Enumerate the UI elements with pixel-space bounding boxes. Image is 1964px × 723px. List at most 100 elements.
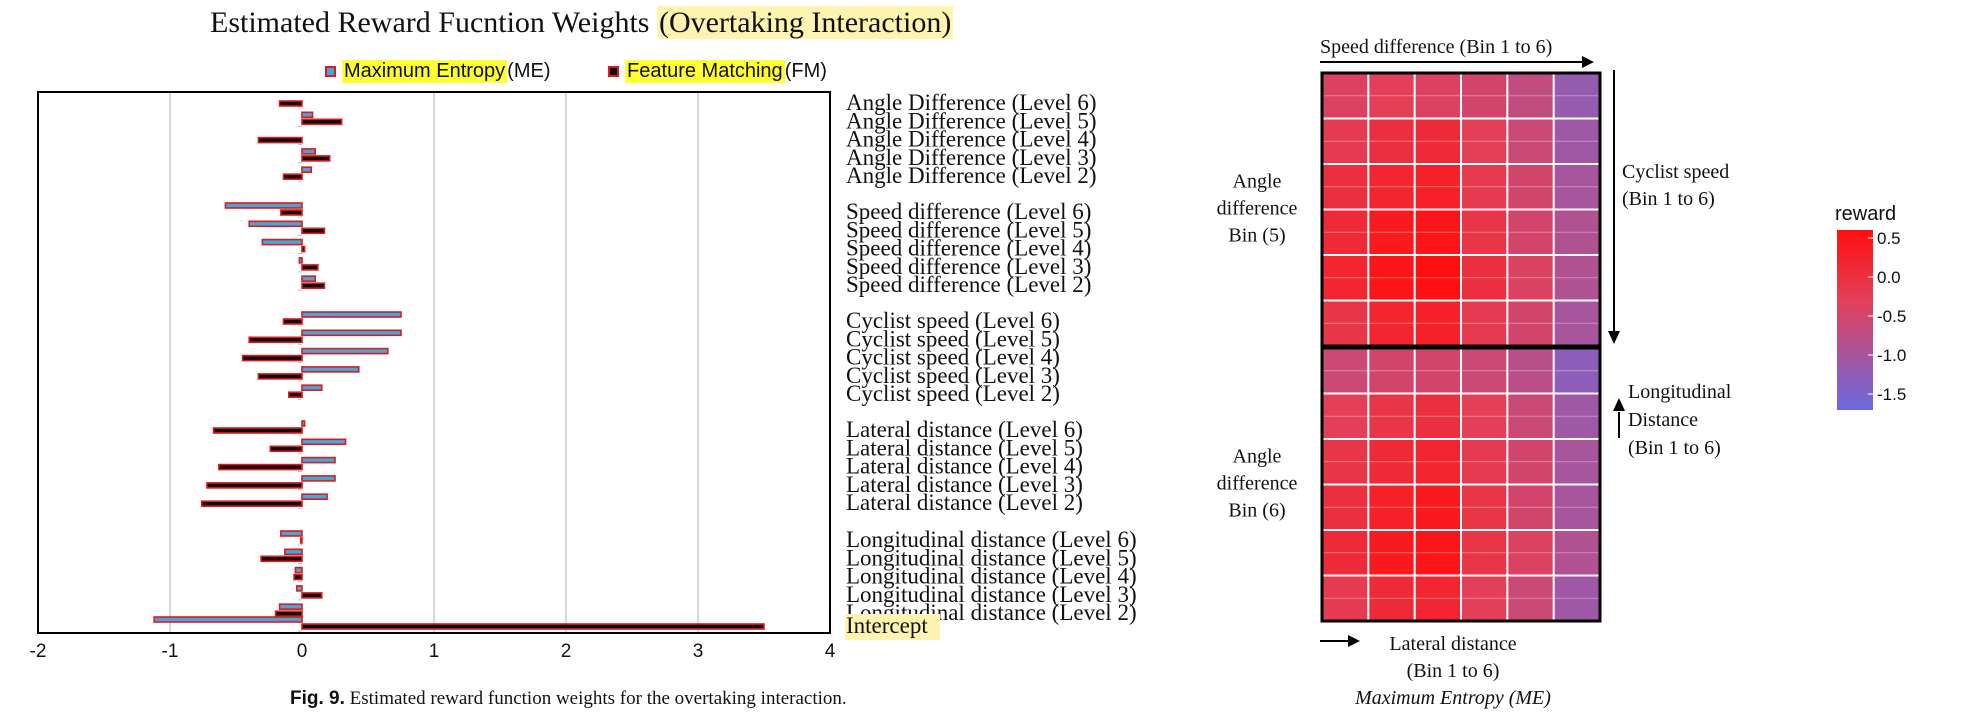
heatmap-cell [1553, 575, 1601, 622]
category-label: Angle Difference (Level 3) [846, 145, 1097, 170]
category-label: Lateral distance (Level 2) [846, 490, 1083, 515]
bar-fm [218, 463, 303, 471]
colorbar-tick-label: -1.5 [1877, 385, 1906, 404]
bar-me [261, 238, 303, 246]
bar-fm [269, 445, 303, 453]
category-label: Angle Difference (Level 4) [846, 127, 1097, 152]
bar-me [294, 566, 303, 574]
x-tick-label: -2 [30, 641, 47, 660]
heatmap-cell [1553, 118, 1601, 165]
bar-me [301, 366, 360, 373]
colorbar-title: reward [1835, 203, 1896, 225]
panel-row-label: Angle [1233, 171, 1282, 193]
heatmap-cell [1507, 209, 1555, 256]
heatmap-cell [1368, 575, 1416, 622]
caption-label: Fig. 9. [290, 688, 345, 709]
heatmap-cell [1461, 118, 1508, 165]
bar-me [301, 493, 328, 501]
heatmap-cell [1461, 439, 1508, 485]
bar-me [295, 585, 303, 592]
colorbar-tick-label: -0.5 [1877, 307, 1906, 326]
heatmap-cell [1322, 300, 1369, 347]
bar-fm [301, 282, 326, 290]
heatmap-cell [1322, 255, 1369, 301]
panel-row-label: Angle [1233, 446, 1282, 468]
x-tick-label: 3 [693, 641, 704, 660]
category-label: Angle Difference (Level 2) [846, 163, 1097, 188]
long-axis-arrow-head [1613, 398, 1625, 411]
legend-label-fm: Feature Matching [625, 60, 785, 83]
bottom-axis-label: Lateral distance [1389, 633, 1516, 655]
category-label: Longitudinal distance (Level 5) [846, 545, 1137, 570]
bar-chart-title-main: Estimated Reward Fucntion Weights [210, 6, 650, 39]
x-tick-label: 2 [561, 641, 572, 660]
bar-me [301, 111, 314, 119]
heatmap-cell [1461, 348, 1508, 394]
bar-fm [299, 537, 303, 544]
legend-swatch-me [325, 66, 336, 77]
heatmap-cell [1553, 393, 1601, 440]
bar-fm [257, 373, 303, 380]
heatmap-cell [1368, 209, 1416, 256]
top-axis-arrow-head [1582, 56, 1594, 68]
heatmap-panel-frame [1320, 346, 1602, 623]
heatmap-cell [1322, 575, 1369, 622]
category-label: Intercept [846, 613, 928, 638]
category-label: Lateral distance (Level 5) [846, 435, 1083, 460]
right-axis-arrow-head [1608, 331, 1620, 344]
bar-fm [206, 482, 303, 489]
heatmap-cell [1322, 439, 1369, 485]
panel-row-label: Bin (5) [1228, 225, 1285, 247]
legend-item-me: Maximum Entropy (ME) [325, 60, 550, 83]
bar-me [224, 202, 303, 209]
bar-me [248, 220, 303, 228]
panel-row-label: Bin (6) [1228, 500, 1285, 522]
heatmap-cell [1461, 209, 1508, 256]
bar-fm [260, 555, 303, 563]
right-axis-label-2: Longitudinal [1628, 381, 1732, 403]
bar-chart-legend: Maximum Entropy (ME) Feature Matching (F… [325, 60, 879, 83]
heatmap-cell [1553, 348, 1601, 394]
heatmap-cell [1553, 209, 1601, 256]
heatmap-cell [1414, 348, 1462, 394]
legend-label-me: Maximum Entropy [342, 60, 508, 83]
heatmap-cell [1553, 530, 1601, 576]
bar-fm [241, 354, 303, 362]
bar-me [301, 438, 347, 446]
heatmap-panel-frame [1320, 71, 1602, 348]
bar-fm [200, 500, 303, 508]
heatmap-cell [1507, 348, 1555, 394]
category-label: Speed difference (Level 2) [846, 272, 1091, 297]
heatmap-cell [1414, 118, 1462, 165]
heatmap-cell [1414, 575, 1462, 622]
category-label: Speed difference (Level 6) [846, 199, 1091, 224]
heatmap-cell [1461, 393, 1508, 440]
colorbar-tick-label: 0.5 [1877, 229, 1901, 248]
x-tick-label: -1 [162, 641, 179, 660]
heatmap-cell [1322, 530, 1369, 576]
bar-fm [274, 610, 303, 618]
heatmap-cell [1368, 164, 1416, 210]
heatmap-cell [1553, 255, 1601, 301]
heatmap-cell [1553, 439, 1601, 485]
bar-me [301, 329, 402, 337]
colorbar-tick-label: -1.0 [1877, 346, 1906, 365]
heatmap-cell [1368, 348, 1416, 394]
heatmap-cell [1414, 255, 1462, 301]
heatmap-cell [1322, 73, 1369, 119]
bar-fm [301, 623, 765, 630]
bar-me [301, 311, 402, 318]
heatmap-cell [1507, 300, 1555, 347]
category-label: Cyclist speed (Level 5) [846, 326, 1060, 351]
heatmap-cell [1553, 164, 1601, 210]
right-axis-label-1: Cyclist speed [1622, 161, 1729, 183]
panel-row-label: difference [1217, 473, 1298, 495]
figure-caption: Fig. 9. Estimated reward function weight… [290, 688, 847, 710]
category-label: Longitudinal distance (Level 4) [846, 564, 1137, 589]
category-label: Lateral distance (Level 3) [846, 472, 1083, 497]
heatmap-cell [1322, 209, 1369, 256]
heatmap-cell [1414, 164, 1462, 210]
category-label: Speed difference (Level 5) [846, 217, 1091, 242]
bar-me [301, 166, 313, 173]
